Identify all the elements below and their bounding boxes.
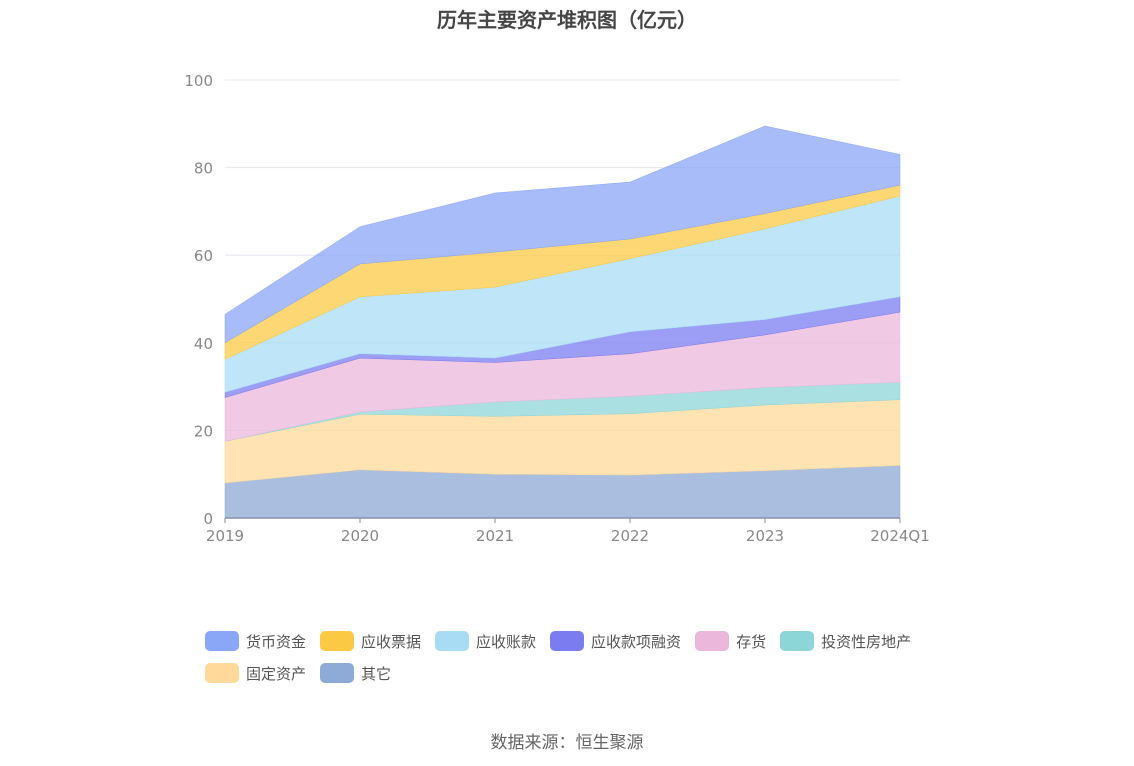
legend-swatch xyxy=(550,631,585,651)
legend-swatch xyxy=(205,663,239,683)
y-tick-label: 80 xyxy=(194,160,213,178)
y-tick-label: 60 xyxy=(194,247,213,265)
legend: 货币资金 应收票据 应收账款 应收款项融资 存货 投资性房地产固定资产 其它 xyxy=(205,630,965,684)
y-tick-label: 0 xyxy=(203,510,213,528)
legend-label: 应收款项融资 xyxy=(591,632,682,651)
x-tick-labels: 2019 2020 2021 2022 2023 2024Q1 xyxy=(206,527,930,545)
legend-item[interactable]: 应收款项融资 xyxy=(550,630,681,652)
legend-label: 应收账款 xyxy=(476,632,537,651)
legend-item[interactable]: 投资性房地产 xyxy=(780,630,911,652)
legend-label: 投资性房地产 xyxy=(821,632,912,651)
legend-label: 存货 xyxy=(736,632,767,651)
x-tick-label: 2021 xyxy=(476,527,514,545)
y-tick-label: 20 xyxy=(194,422,213,440)
legend-item[interactable]: 存货 xyxy=(695,630,766,652)
y-axis: 0 20 40 60 80 100 xyxy=(184,72,213,528)
legend-item[interactable]: 货币资金 xyxy=(205,630,306,652)
legend-swatch xyxy=(435,631,470,651)
legend-label: 应收票据 xyxy=(361,632,422,651)
legend-item[interactable]: 应收票据 xyxy=(320,630,421,652)
legend-swatch xyxy=(320,631,355,651)
legend-swatch xyxy=(320,663,355,683)
y-tick-label: 100 xyxy=(184,72,213,90)
data-source: 数据来源：恒生聚源 xyxy=(490,733,644,753)
legend-swatch xyxy=(780,631,815,651)
legend-label: 固定资产 xyxy=(246,664,307,683)
area-layers xyxy=(224,125,901,519)
x-axis xyxy=(224,517,901,523)
area-series-7 xyxy=(224,125,901,344)
x-tick-label: 2022 xyxy=(611,527,649,545)
x-tick-label: 2019 xyxy=(206,527,244,545)
legend-item[interactable]: 应收账款 xyxy=(435,630,536,652)
legend-label: 其它 xyxy=(361,664,392,683)
y-tick-label: 40 xyxy=(194,335,213,353)
x-tick-label: 2024Q1 xyxy=(870,527,930,545)
legend-item[interactable]: 固定资产 xyxy=(205,662,306,684)
legend-item[interactable]: 其它 xyxy=(320,662,391,684)
legend-swatch xyxy=(695,631,730,651)
x-tick-label: 2023 xyxy=(746,527,784,545)
legend-label: 货币资金 xyxy=(246,632,307,651)
chart-title: 历年主要资产堆积图（亿元） xyxy=(437,8,697,32)
legend-swatch xyxy=(205,631,239,651)
x-tick-label: 2020 xyxy=(341,527,379,545)
